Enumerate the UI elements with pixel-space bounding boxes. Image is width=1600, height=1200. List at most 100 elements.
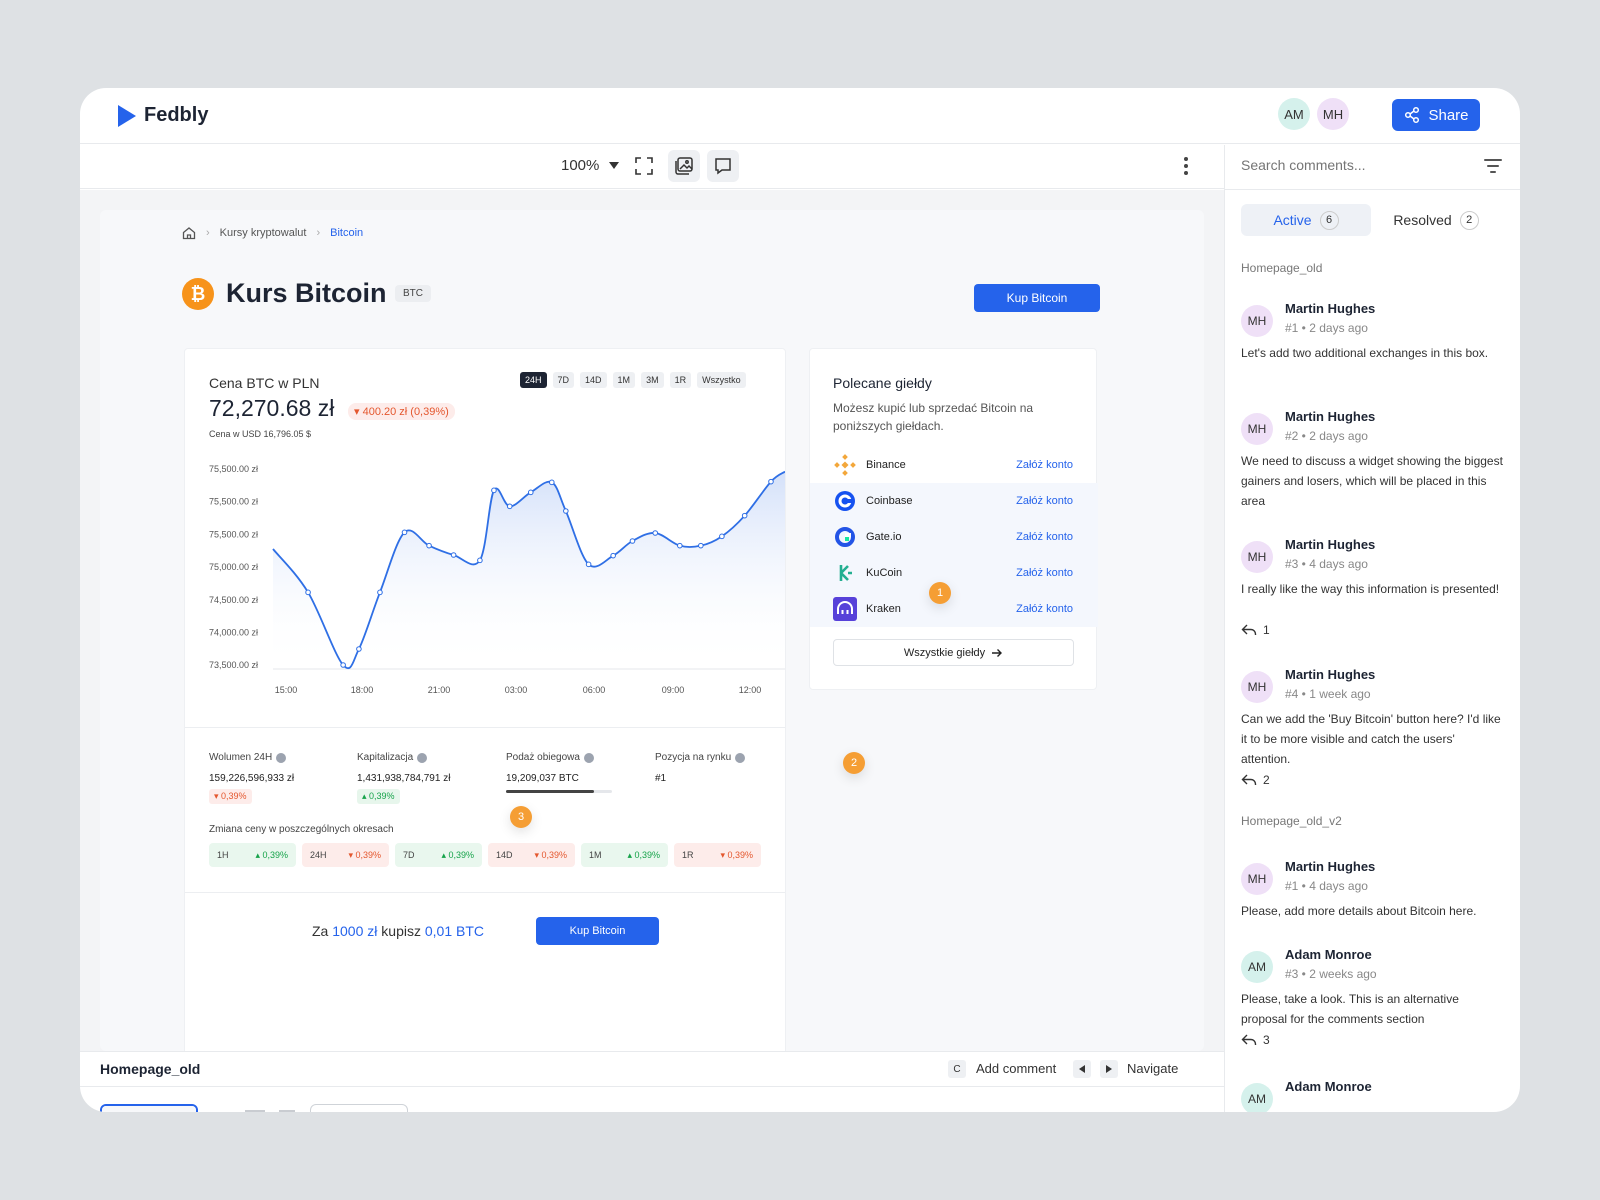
breadcrumb-current[interactable]: Bitcoin <box>330 227 364 239</box>
comment-marker-1[interactable]: 1 <box>929 582 951 604</box>
avatar-mh[interactable]: MH <box>1317 98 1349 130</box>
comment-replies[interactable]: 1 <box>1241 623 1270 637</box>
period-tab[interactable]: 24H <box>520 372 547 388</box>
comment-mode-button[interactable] <box>707 150 739 182</box>
avatar: AM <box>1241 951 1273 983</box>
comment-marker-3[interactable]: 3 <box>510 806 532 828</box>
period-tab[interactable]: 1M <box>612 372 636 388</box>
screen-bar: Homepage_old C Add comment Navigate <box>80 1051 1224 1087</box>
exchange-name: Gate.io <box>866 531 902 543</box>
screen-title: Homepage_old <box>100 1061 201 1077</box>
add-comment-label[interactable]: Add comment <box>976 1061 1057 1076</box>
create-account-link[interactable]: Załóż konto <box>1016 459 1073 471</box>
chevron-down-icon <box>609 162 620 169</box>
y-tick-label: 74,000.00 zł <box>209 628 258 638</box>
period-changes: 1H ▴ 0,39% 24H ▾ 0,39% 7D ▴ 0,39% 14D ▾ 0,39… <box>209 843 761 867</box>
data-point <box>676 542 683 549</box>
tab-count: 2 <box>1459 210 1479 230</box>
create-account-link[interactable]: Załóż konto <box>1016 531 1073 543</box>
x-tick-label: 15:00 <box>275 685 298 695</box>
exchange-row-kucoin: KuCoin Załóż konto <box>810 555 1098 591</box>
buy-bitcoin-button[interactable]: Kup Bitcoin <box>974 284 1100 312</box>
comment-marker-2[interactable]: 2 <box>843 752 865 774</box>
info-icon[interactable] <box>583 752 594 763</box>
share-label: Share <box>1428 106 1469 124</box>
data-point <box>506 503 513 510</box>
image-view-button[interactable] <box>668 150 700 182</box>
previous-icon[interactable] <box>1073 1060 1091 1078</box>
home-icon[interactable] <box>182 226 196 240</box>
app-logo[interactable]: Fedbly <box>118 104 208 127</box>
screen-thumbnail-homepage-old-v2[interactable] <box>204 1104 302 1112</box>
tab-label: Active <box>1273 212 1312 228</box>
supply-progress-bar <box>506 790 612 793</box>
more-options-icon[interactable] <box>1184 157 1188 175</box>
data-point <box>548 479 555 486</box>
stat-change: ▴ 0,39% <box>357 789 400 804</box>
y-tick-label: 75,500.00 zł <box>209 464 258 474</box>
chip-value: ▴ 0,39% <box>441 849 474 860</box>
period-tab[interactable]: 7D <box>552 372 575 388</box>
sidebar-divider <box>1224 145 1225 1112</box>
comment-text: Can we add the 'Buy Bitcoin' button here… <box>1241 712 1501 766</box>
all-exchanges-button[interactable]: Wszystkie giełdy <box>833 639 1074 666</box>
comment-icon <box>715 158 731 175</box>
comment-replies[interactable]: 3 <box>1241 1033 1270 1047</box>
avatar: MH <box>1241 305 1273 337</box>
x-tick-label: 12:00 <box>739 685 762 695</box>
share-icon <box>1405 106 1420 124</box>
change-chip: 24H ▾ 0,39% <box>302 843 389 867</box>
exchanges-title: Polecane giełdy <box>833 375 932 391</box>
data-point <box>652 530 659 536</box>
filter-icon[interactable] <box>1483 159 1503 177</box>
buy-bitcoin-bottom-button[interactable]: Kup Bitcoin <box>536 917 659 945</box>
comment-meta: #2 • 2 days ago <box>1285 429 1368 443</box>
comment-text: We need to discuss a widget showing the … <box>1241 454 1503 508</box>
tab-resolved[interactable]: Resolved 2 <box>1371 204 1501 236</box>
zoom-select[interactable]: 100% <box>561 157 620 174</box>
fullscreen-button[interactable] <box>628 150 660 182</box>
search-comments-input[interactable] <box>1241 157 1471 173</box>
data-point <box>563 508 569 514</box>
info-icon[interactable] <box>417 752 428 763</box>
exchanges-description: Możesz kupić lub sprzedać Bitcoin na pon… <box>833 401 1034 433</box>
stat-change: ▾ 0,39% <box>209 789 252 804</box>
create-account-link[interactable]: Załóż konto <box>1016 495 1073 507</box>
comment-replies[interactable]: 2 <box>1241 773 1270 787</box>
y-tick-label: 75,500.00 zł <box>209 529 258 539</box>
tab-active[interactable]: Active 6 <box>1241 204 1371 236</box>
period-tab[interactable]: 3M <box>641 372 664 388</box>
period-tab[interactable]: 14D <box>580 372 607 388</box>
chip-period: 7D <box>403 850 415 860</box>
period-tab[interactable]: 1R <box>669 372 692 388</box>
design-page: › Kursy kryptowalut › Bitcoin ₿ Kurs Bit… <box>100 210 1204 1051</box>
gateio-icon <box>833 525 857 549</box>
stat-value: 1,431,938,784,791 zł <box>357 773 451 784</box>
zoom-value: 100% <box>561 157 600 174</box>
avatar-am[interactable]: AM <box>1278 98 1310 130</box>
stat-label: Podaż obiegowa <box>506 752 580 763</box>
period-tab[interactable]: Wszystko <box>697 372 746 388</box>
create-account-link[interactable]: Załóż konto <box>1016 603 1073 615</box>
period-tabs: 24H 7D 14D 1M 3M 1R Wszystko <box>520 372 746 388</box>
design-canvas[interactable]: › Kursy kryptowalut › Bitcoin ₿ Kurs Bit… <box>80 190 1224 1051</box>
navigate-label: Navigate <box>1127 1061 1179 1076</box>
avatar: MH <box>1241 671 1273 703</box>
comment-meta: #1 • 2 days ago <box>1285 321 1368 335</box>
next-icon[interactable] <box>1100 1060 1118 1078</box>
share-button[interactable]: Share <box>1392 99 1480 131</box>
x-tick-label: 21:00 <box>428 685 451 695</box>
info-icon[interactable] <box>276 752 287 763</box>
change-chip: 1R ▾ 0,39% <box>674 843 761 867</box>
image-icon <box>675 157 693 175</box>
fullscreen-icon <box>635 157 653 175</box>
comment-meta: #3 • 2 weeks ago <box>1285 967 1377 981</box>
stat-value: #1 <box>655 773 667 784</box>
kucoin-icon <box>833 561 857 585</box>
breadcrumb-item[interactable]: Kursy kryptowalut <box>219 227 307 239</box>
add-screen-button[interactable]: + <box>310 1104 408 1112</box>
exchange-row-kraken: Kraken Załóż konto <box>810 591 1098 627</box>
info-icon[interactable] <box>735 752 746 763</box>
create-account-link[interactable]: Załóż konto <box>1016 567 1073 579</box>
screen-thumbnail-homepage-old[interactable] <box>100 1104 198 1112</box>
